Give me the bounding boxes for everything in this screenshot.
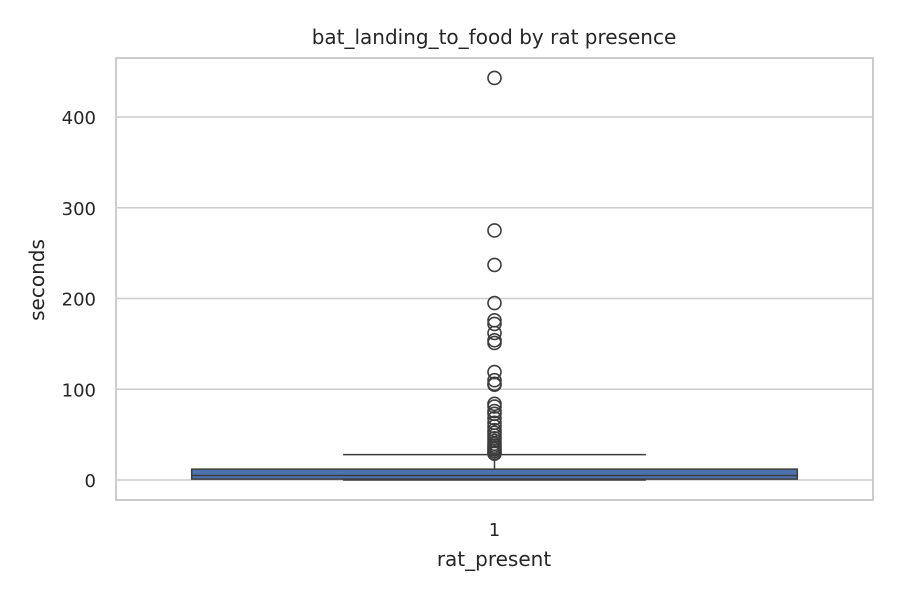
outlier-point: [487, 70, 502, 86]
x-tick-label: 1: [489, 520, 500, 541]
outlier-point: [487, 325, 502, 341]
iqr-box: [190, 468, 799, 480]
outlier-point: [487, 316, 502, 332]
y-axis-label: seconds: [25, 239, 49, 321]
plot-frame: [115, 57, 874, 501]
y-tick-label: 400: [62, 108, 96, 129]
outlier-point: [487, 335, 502, 351]
outlier-point: [487, 411, 502, 426]
outlier-point: [487, 377, 502, 393]
outlier-point: [487, 399, 502, 414]
y-tick-label: 200: [62, 290, 96, 311]
outlier-point: [487, 446, 502, 462]
box-group: [190, 453, 799, 481]
outlier-point: [487, 372, 502, 388]
y-tick-label: 300: [62, 199, 96, 220]
x-tick-labels: 1: [489, 520, 500, 541]
y-tick-label: 0: [85, 471, 96, 492]
outlier-point: [487, 295, 502, 311]
x-axis-label: rat_present: [437, 547, 552, 571]
outlier-point: [487, 257, 502, 273]
grid-lines: [116, 116, 873, 481]
outlier-point: [487, 223, 502, 238]
outlier-point: [487, 419, 502, 434]
chart-title: bat_landing_to_food by rat presence: [312, 25, 677, 49]
outlier-points: [487, 70, 502, 462]
y-tick-labels: 0 100 200 300 400: [62, 108, 96, 492]
y-tick-label: 100: [62, 380, 96, 401]
